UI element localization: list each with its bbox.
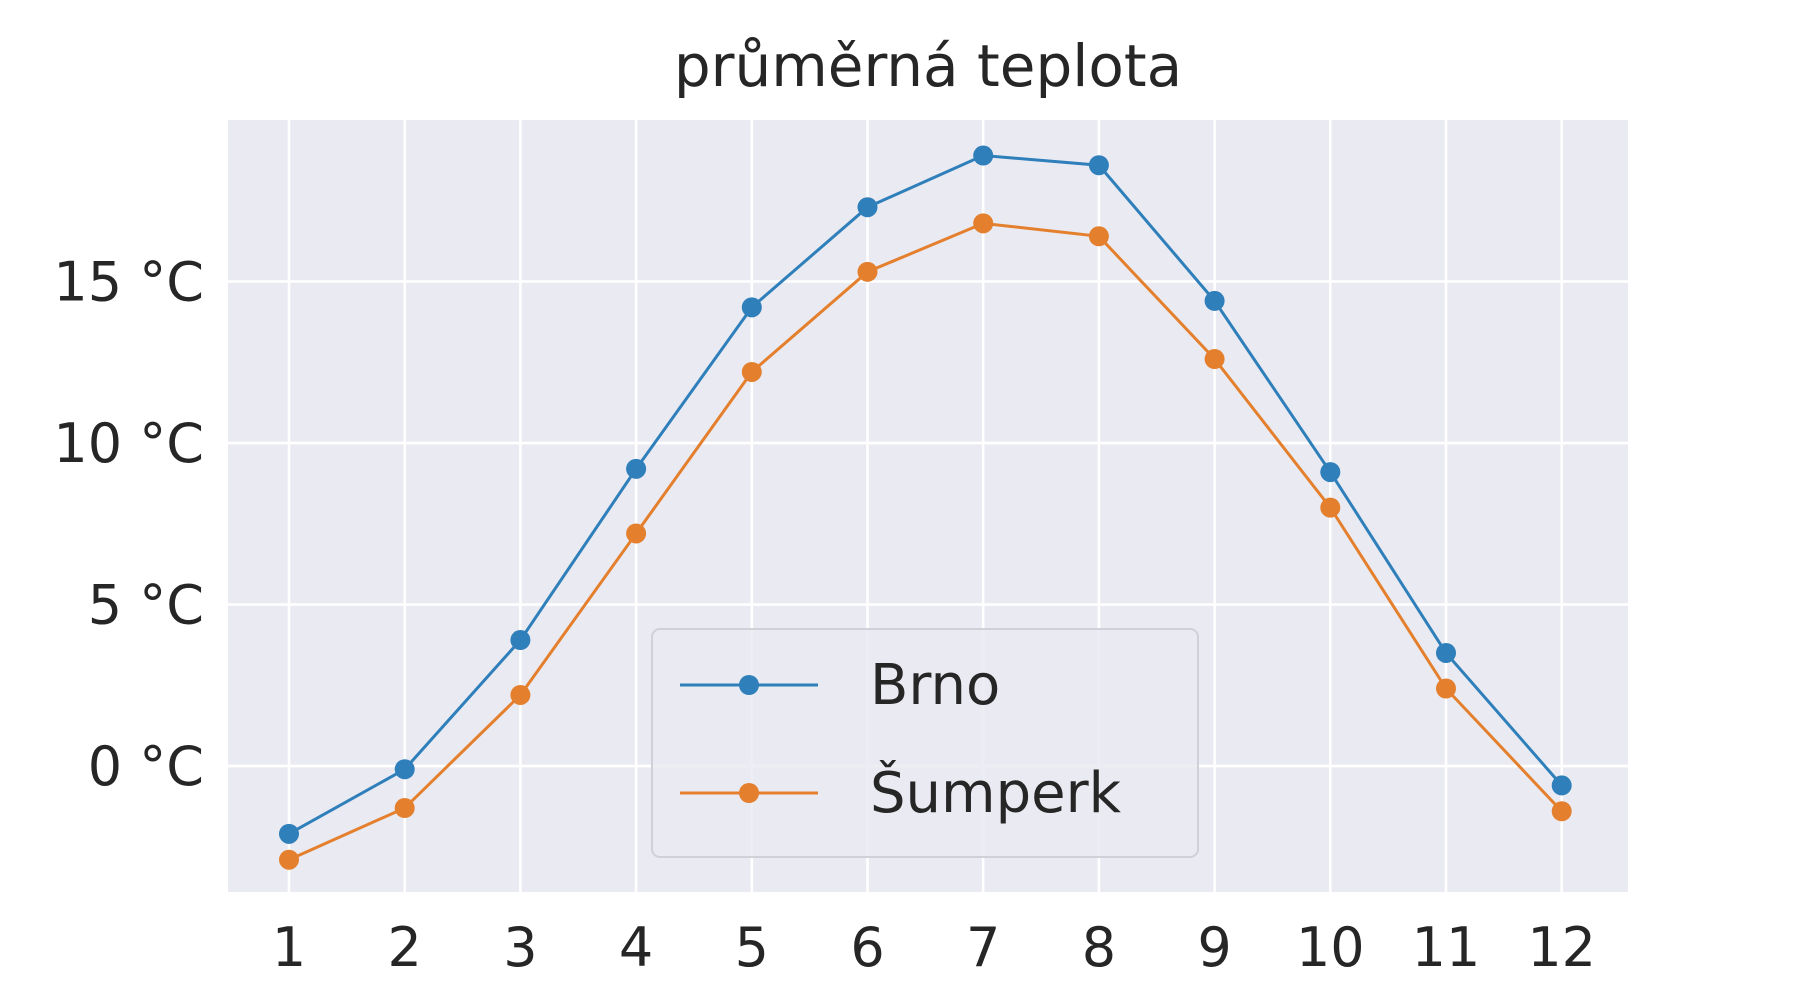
data-point [279,849,299,870]
data-point [973,213,994,234]
data-point [1088,155,1109,176]
x-tick-label: 9 [1197,916,1231,979]
y-tick-label: 0 °C [88,735,204,798]
x-tick-label: 2 [388,916,422,979]
y-tick-label: 15 °C [53,251,204,314]
data-point [394,798,415,819]
legend: Brno Šumperk [651,628,1199,858]
data-point [973,145,994,166]
x-tick-label: 12 [1527,916,1596,979]
data-point [279,823,299,844]
data-point [626,458,647,479]
data-point [1436,642,1456,663]
x-tick-label: 5 [735,916,769,979]
data-point [1320,462,1341,483]
data-point [626,523,647,544]
data-point [741,361,762,382]
y-tick-label: 5 °C [88,574,204,637]
x-tick-label: 11 [1412,916,1481,979]
data-point [1204,290,1225,311]
data-point [857,197,878,218]
data-point [857,261,878,282]
chart-title: průměrná teplota [674,32,1182,100]
data-point [1320,497,1341,518]
legend-marker [739,783,759,803]
x-tick-label: 6 [850,916,884,979]
data-point [1551,775,1572,796]
data-point [1204,349,1225,370]
data-point [1551,801,1572,822]
legend-label: Brno [870,653,1000,718]
data-point [394,759,415,780]
y-tick-label: 10 °C [53,412,204,475]
x-tick-label: 10 [1296,916,1365,979]
x-tick-label: 4 [619,916,653,979]
legend-label: Šumperk [870,761,1122,826]
data-point [1088,226,1109,247]
x-tick-label: 1 [272,916,306,979]
data-point [510,630,531,651]
legend-marker [739,675,759,695]
x-tick-label: 3 [503,916,537,979]
x-tick-label: 8 [1082,916,1116,979]
data-point [510,684,531,705]
data-point [1436,678,1456,699]
x-tick-label: 7 [966,916,1000,979]
data-point [741,297,762,318]
series-line-2 [288,221,1563,862]
series-line-1 [288,154,1563,836]
